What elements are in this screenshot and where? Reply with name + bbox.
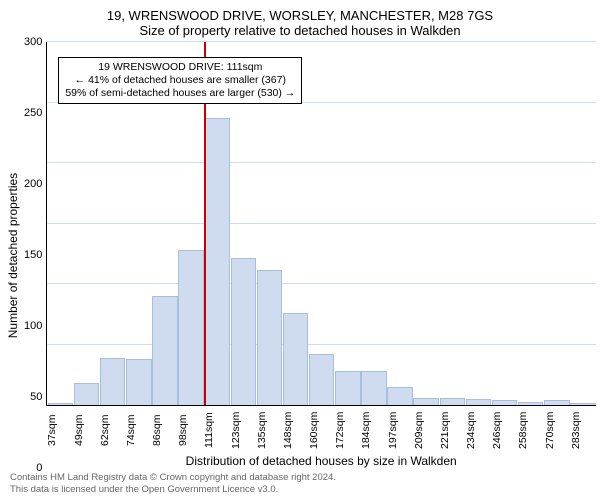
annotation-line: 59% of semi-detached houses are larger (… xyxy=(65,87,295,100)
x-tick-label: 123sqm xyxy=(230,406,256,452)
annotation-box: 19 WRENSWOOD DRIVE: 111sqm← 41% of detac… xyxy=(58,57,302,104)
x-tick-label: 258sqm xyxy=(517,406,543,452)
bar xyxy=(518,402,544,406)
x-tick-label: 62sqm xyxy=(99,406,125,452)
x-tick-label: 49sqm xyxy=(73,406,99,452)
x-tick-label: 160sqm xyxy=(308,406,334,452)
x-tick-label: 221sqm xyxy=(439,406,465,452)
bar xyxy=(413,398,439,405)
x-tick-label: 270sqm xyxy=(544,406,570,452)
grid-line xyxy=(47,344,596,345)
bar xyxy=(544,400,570,405)
bar xyxy=(361,371,387,405)
bar xyxy=(126,359,152,405)
x-tick-label: 98sqm xyxy=(177,406,203,452)
bar xyxy=(48,403,74,405)
annotation-line: ← 41% of detached houses are smaller (36… xyxy=(65,74,295,87)
y-axis-ticks: 300250200150100500 xyxy=(22,42,46,468)
bar xyxy=(466,399,492,405)
bar xyxy=(74,383,100,405)
x-tick-label: 148sqm xyxy=(282,406,308,452)
x-tick-label: 135sqm xyxy=(256,406,282,452)
x-tick-label: 172sqm xyxy=(334,406,360,452)
footer: Contains HM Land Registry data © Crown c… xyxy=(4,468,596,498)
plot-area: 19 WRENSWOOD DRIVE: 111sqm← 41% of detac… xyxy=(46,42,596,406)
x-tick-label: 184sqm xyxy=(360,406,386,452)
page-subtitle: Size of property relative to detached ho… xyxy=(139,23,460,38)
bar xyxy=(492,400,518,405)
footer-line-1: Contains HM Land Registry data © Crown c… xyxy=(10,472,590,484)
bar xyxy=(204,118,230,405)
x-tick-label: 283sqm xyxy=(570,406,596,452)
x-axis-ticks: 37sqm49sqm62sqm74sqm86sqm98sqm111sqm123s… xyxy=(46,406,596,452)
bar xyxy=(257,270,283,406)
bar xyxy=(387,387,413,405)
chart-container: 19, WRENSWOOD DRIVE, WORSLEY, MANCHESTER… xyxy=(0,0,600,500)
plot-column: 19 WRENSWOOD DRIVE: 111sqm← 41% of detac… xyxy=(46,42,596,468)
bar xyxy=(100,358,126,405)
bar xyxy=(283,313,309,405)
grid-line xyxy=(47,283,596,284)
x-tick-label: 86sqm xyxy=(151,406,177,452)
y-axis-label: Number of detached properties xyxy=(4,42,22,468)
grid-line xyxy=(47,223,596,224)
bar xyxy=(231,258,257,406)
annotation-line: 19 WRENSWOOD DRIVE: 111sqm xyxy=(65,61,295,74)
bar xyxy=(570,403,596,405)
bar xyxy=(335,371,361,405)
x-axis-label: Distribution of detached houses by size … xyxy=(46,452,596,468)
x-tick-label: 37sqm xyxy=(46,406,72,452)
bar xyxy=(309,354,335,405)
bar xyxy=(152,296,178,405)
x-tick-label: 246sqm xyxy=(491,406,517,452)
x-tick-label: 197sqm xyxy=(387,406,413,452)
x-tick-label: 111sqm xyxy=(203,406,229,452)
bar xyxy=(440,398,466,405)
x-tick-label: 74sqm xyxy=(125,406,151,452)
chart-row: Number of detached properties 3002502001… xyxy=(4,42,596,468)
footer-line-2: This data is licensed under the Open Gov… xyxy=(10,484,590,496)
page-title: 19, WRENSWOOD DRIVE, WORSLEY, MANCHESTER… xyxy=(107,8,493,23)
x-tick-label: 209sqm xyxy=(413,406,439,452)
x-tick-label: 234sqm xyxy=(465,406,491,452)
grid-line xyxy=(47,162,596,163)
grid-line xyxy=(47,41,596,42)
bar xyxy=(178,250,204,405)
